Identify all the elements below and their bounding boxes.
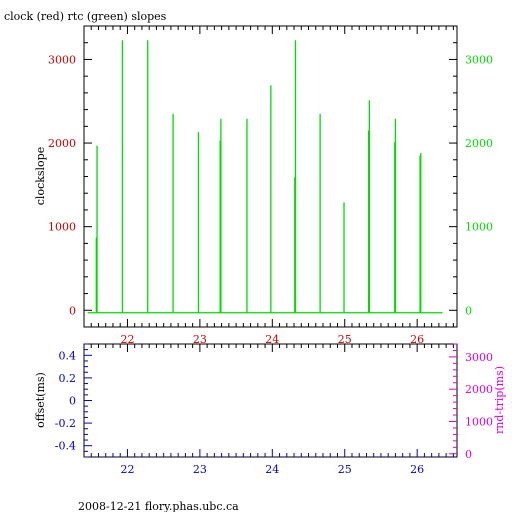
slope-y-tick-label-left: 1000 (48, 221, 76, 234)
slope-y-tick-label-right: 3000 (465, 53, 493, 66)
rndtrip-y-label: rnd-trip(ms) (493, 366, 506, 434)
offset-y-tick-label: -0.2 (55, 417, 76, 430)
slope-y-ticks-right: 0 1000 2000 3000 (449, 25, 493, 328)
rndtrip-y-tick-label: 2000 (465, 383, 493, 396)
slope-x-tick-label: 24 (265, 333, 279, 346)
offset-x-tick-label: 23 (193, 463, 207, 476)
offset-x-tick-label: 25 (338, 463, 352, 476)
slope-x-tick-label: 25 (338, 333, 352, 346)
offset-x-tick-label: 26 (410, 463, 424, 476)
slope-x-tick-label: 23 (193, 333, 207, 346)
chart-title: clock (red) rtc (green) slopes (4, 10, 167, 23)
offset-panel: 22 23 24 25 26 -0.4 -0.2 0 0.2 0.4 0 1000 2000 3000… (34, 343, 506, 476)
offset-y-tick-label: -0.4 (55, 440, 76, 453)
rndtrip-y-tick-label: 0 (465, 448, 472, 461)
rtc-series (87, 40, 443, 314)
rndtrip-y-tick-label: 3000 (465, 351, 493, 364)
slope-y-label: clockslope (34, 147, 47, 205)
slope-x-tick-label: 26 (410, 333, 424, 346)
offset-y-tick-label: 0 (69, 395, 76, 408)
slope-y-tick-label-right: 1000 (465, 221, 493, 234)
slope-panel: 22 23 24 25 26 0 1000 2000 3000 0 1000 2000 3000 c… (34, 25, 493, 346)
rndtrip-y-tick-label: 1000 (465, 415, 493, 428)
offset-y-ticks-left: -0.4 -0.2 0 0.2 0.4 (55, 343, 92, 458)
slope-y-tick-label-right: 2000 (465, 137, 493, 150)
slope-y-tick-label-left: 3000 (48, 53, 76, 66)
rndtrip-y-ticks-right: 0 1000 2000 3000 (449, 343, 493, 461)
slope-y-ticks-left: 0 1000 2000 3000 (48, 25, 92, 328)
slope-x-tick-label: 22 (120, 333, 134, 346)
offset-x-tick-label: 22 (120, 463, 134, 476)
footer-text: 2008-12-21 flory.phas.ubc.ca (78, 500, 239, 512)
offset-y-label: offset(ms) (34, 372, 47, 428)
slope-x-ticks: 22 23 24 25 26 (90, 26, 454, 346)
slope-y-tick-label-left: 0 (69, 304, 76, 317)
offset-panel-frame (83, 343, 458, 458)
offset-y-tick-label: 0.4 (59, 349, 77, 362)
offset-x-tick-label: 24 (265, 463, 279, 476)
offset-x-ticks: 22 23 24 25 26 (90, 344, 454, 476)
slope-y-tick-label-right: 0 (465, 304, 472, 317)
slope-y-tick-label-left: 2000 (48, 137, 76, 150)
offset-y-tick-label: 0.2 (59, 372, 77, 385)
